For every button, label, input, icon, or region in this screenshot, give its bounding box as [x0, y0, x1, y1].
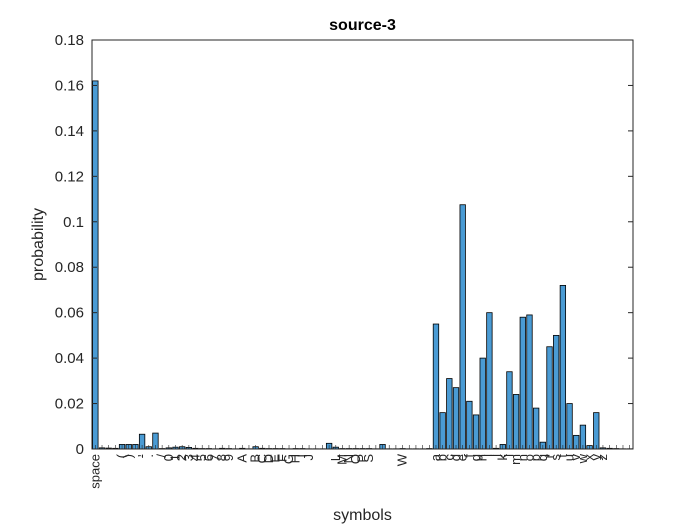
- bar: [92, 80, 99, 450]
- y-axis: 00.020.040.060.080.10.120.140.160.18: [55, 32, 633, 458]
- bar: [479, 357, 486, 450]
- x-tick-label: f: [461, 454, 476, 458]
- x-tick-label: g: [468, 454, 483, 461]
- bar: [459, 204, 466, 450]
- x-tick-label: m: [508, 454, 523, 465]
- x-tick-label: t: [555, 454, 570, 458]
- y-tick-label: 0.06: [55, 305, 84, 322]
- x-tick-label: k: [495, 454, 510, 461]
- x-tick-label: i: [481, 454, 496, 457]
- x-axis-title: symbols: [333, 507, 392, 524]
- x-tick-label: u: [562, 454, 577, 461]
- x-tick-label: E: [268, 454, 283, 463]
- x-tick-label: L: [328, 454, 343, 461]
- bar: [559, 284, 567, 450]
- x-tick-label: e: [455, 454, 470, 461]
- x-tick-label: r: [542, 453, 557, 458]
- x-tick-label: ): [121, 454, 136, 458]
- bar: [566, 403, 573, 450]
- x-tick-label: (: [114, 453, 129, 458]
- x-tick-label: c: [441, 454, 456, 461]
- bar: [432, 323, 440, 450]
- x-tick-label: o: [521, 454, 536, 461]
- x-tick-label: w: [575, 453, 590, 464]
- x-tick-label: y: [588, 454, 603, 461]
- x-tick-label: ,: [127, 454, 142, 458]
- x-tick-label: 5: [194, 454, 209, 461]
- x-tick-label: -: [134, 454, 149, 458]
- bar: [472, 414, 480, 450]
- y-tick-label: 0.12: [55, 168, 84, 185]
- x-tick-label: D: [261, 454, 276, 463]
- bar: [486, 312, 493, 450]
- x-tick-label: J: [301, 454, 316, 461]
- bar: [466, 400, 473, 450]
- x-tick-label: d: [448, 454, 463, 461]
- x-tick-label: 6: [201, 454, 216, 461]
- y-tick-label: 0: [76, 441, 84, 458]
- x-tick-label: F: [274, 454, 289, 462]
- x-tick-label: W: [395, 453, 410, 466]
- x-tick-label: j: [488, 454, 503, 458]
- x-tick-label: space: [87, 454, 102, 489]
- x-tick-label: S: [361, 454, 376, 463]
- x-tick-label: 0: [161, 454, 176, 461]
- x-tick-label: 4: [188, 454, 203, 461]
- x-tick-label: .: [141, 454, 156, 458]
- chart-title: source-3: [329, 17, 396, 34]
- x-tick-label: I: [294, 454, 309, 458]
- x-tick-label: 9: [221, 454, 236, 461]
- bar: [506, 371, 513, 450]
- y-axis-title: probability: [30, 208, 47, 281]
- x-tick-label: 3: [181, 454, 196, 461]
- bar: [533, 407, 540, 450]
- x-tick-label: H: [288, 454, 303, 463]
- y-tick-label: 0.16: [55, 77, 84, 94]
- x-tick-label: 2: [174, 454, 189, 461]
- y-tick-label: 0.04: [55, 350, 84, 367]
- y-tick-label: 0.18: [55, 32, 84, 49]
- y-tick-label: 0.02: [55, 396, 84, 413]
- x-tick-label: 1: [167, 454, 182, 461]
- x-tick-label: n: [515, 454, 530, 461]
- x-tick-label: O: [348, 454, 363, 464]
- x-tick-label: A: [234, 454, 249, 463]
- bar: [593, 412, 600, 450]
- bar: [526, 314, 533, 450]
- x-tick-label: N: [341, 454, 356, 463]
- x-tick-label: M: [334, 454, 349, 465]
- bar: [553, 334, 560, 450]
- y-tick-label: 0.1: [63, 214, 84, 231]
- x-tick-label: 7: [208, 454, 223, 461]
- x-tick-label: /: [154, 454, 169, 458]
- x-tick-label: z: [595, 454, 610, 461]
- x-tick-label: 8: [214, 454, 229, 461]
- x-tick-label: b: [435, 454, 450, 461]
- x-tick-label: p: [528, 454, 543, 461]
- bar: [452, 387, 460, 450]
- x-tick-label: q: [535, 454, 550, 461]
- x-tick-label: h: [475, 454, 490, 461]
- x-tick-label: l: [501, 454, 516, 457]
- x-tick-label: B: [248, 454, 263, 463]
- bar: [546, 346, 553, 450]
- x-tick-label: C: [254, 454, 269, 463]
- x-tick-label: x: [582, 454, 597, 461]
- x-tick-label: P: [355, 454, 370, 463]
- bar: [439, 412, 446, 450]
- bar: [519, 316, 526, 450]
- x-tick-label: G: [281, 454, 296, 464]
- y-tick-label: 0.14: [55, 123, 84, 140]
- bar: [446, 378, 453, 450]
- x-tick-label: a: [428, 453, 443, 461]
- x-tick-label: s: [548, 454, 563, 461]
- y-tick-label: 0.08: [55, 259, 84, 276]
- bar: [512, 394, 520, 450]
- x-tick-label: v: [568, 454, 583, 461]
